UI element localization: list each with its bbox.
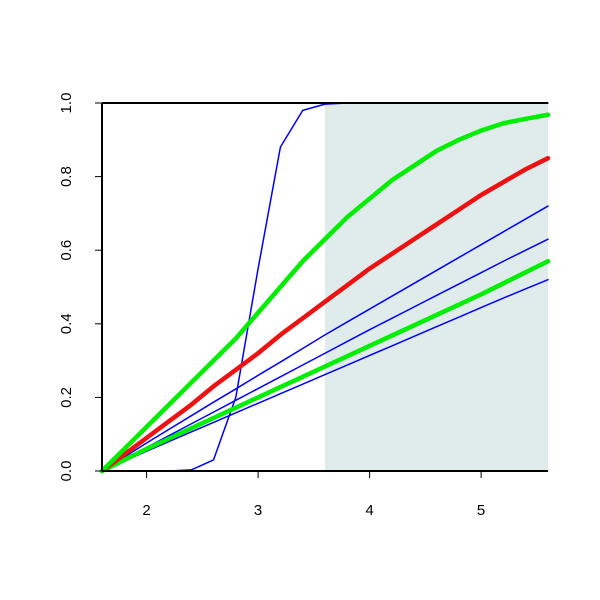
- y-tick-label: 1.0: [58, 93, 75, 114]
- shaded-region: [325, 103, 548, 471]
- curve: [99, 112, 551, 474]
- curve: [101, 238, 549, 472]
- y-tick-label: 0.8: [58, 166, 75, 187]
- curve: [99, 258, 551, 474]
- curve: [101, 278, 549, 472]
- y-tick-label: 0.2: [58, 387, 75, 408]
- x-tick-label: 2: [142, 502, 150, 519]
- y-tick-label: 0.6: [58, 240, 75, 261]
- curve: [101, 205, 549, 472]
- x-tick-label: 5: [477, 502, 485, 519]
- y-tick-label: 0.0: [58, 461, 75, 482]
- x-tick-label: 4: [365, 502, 373, 519]
- curve: [99, 155, 551, 474]
- y-tick-label: 0.4: [58, 313, 75, 334]
- x-tick-label: 3: [254, 502, 262, 519]
